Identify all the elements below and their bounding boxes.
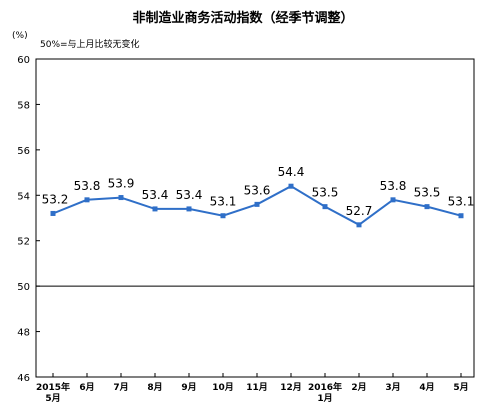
data-point (84, 197, 90, 203)
x-tick-label: 10月 (212, 382, 234, 393)
y-unit-label: (%) (12, 31, 28, 41)
data-label: 53.6 (244, 183, 271, 197)
data-label: 53.1 (448, 195, 475, 209)
x-tick-label: 5月 (453, 382, 468, 393)
data-points (50, 183, 464, 228)
x-tick-label: 11月 (246, 382, 268, 393)
plot-frame (35, 58, 475, 378)
data-point (322, 204, 328, 210)
data-point (288, 183, 294, 189)
data-point (254, 201, 260, 207)
x-tick-label: 6月 (79, 382, 94, 393)
y-tick-label: 50 (17, 282, 30, 293)
y-tick-label: 48 (17, 328, 30, 339)
x-tick-label: 5月 (45, 393, 60, 404)
data-label: 53.1 (210, 195, 237, 209)
data-label: 53.4 (176, 188, 203, 202)
data-point (390, 197, 396, 203)
chart-note: 50%=与上月比较无变化 (40, 38, 140, 50)
data-point (118, 195, 124, 201)
y-tick-label: 46 (17, 373, 30, 384)
data-label: 53.5 (414, 186, 441, 200)
data-point (424, 204, 430, 210)
chart-title: 非制造业商务活动指数（经季节调整） (132, 10, 353, 26)
y-tick-label: 56 (17, 146, 30, 157)
data-point (356, 222, 362, 228)
data-label: 52.7 (346, 204, 373, 218)
y-axis-ticks: 60 58 56 54 52 50 48 46 (17, 55, 40, 384)
data-point (50, 210, 56, 216)
x-tick-label: 8月 (147, 382, 162, 393)
x-tick-label: 2015年 (36, 381, 70, 393)
x-tick-label: 2016年 (308, 381, 342, 393)
y-tick-label: 54 (17, 191, 30, 202)
x-tick-label: 2月 (351, 382, 366, 393)
data-label: 53.8 (74, 179, 101, 193)
y-tick-label: 60 (17, 55, 30, 66)
data-label: 53.5 (312, 186, 339, 200)
y-tick-label: 58 (17, 100, 30, 111)
x-tick-label: 12月 (280, 382, 302, 393)
x-tick-label: 1月 (317, 393, 332, 404)
data-point (152, 206, 158, 212)
data-label: 53.9 (108, 177, 135, 191)
data-label: 53.4 (142, 188, 169, 202)
data-label: 54.4 (278, 165, 305, 179)
x-tick-label: 3月 (385, 382, 400, 393)
x-tick-label: 4月 (419, 382, 434, 393)
y-tick-label: 52 (17, 237, 30, 248)
data-point (458, 213, 464, 219)
x-tick-label: 7月 (113, 382, 128, 393)
x-tick-label: 9月 (181, 382, 196, 393)
data-point (220, 213, 226, 219)
data-label: 53.8 (380, 179, 407, 193)
data-label: 53.2 (42, 192, 69, 206)
data-point (186, 206, 192, 212)
data-labels: 53.2 53.8 53.9 53.4 53.4 53.1 53.6 54.4 53.5 52.7… (42, 165, 475, 218)
